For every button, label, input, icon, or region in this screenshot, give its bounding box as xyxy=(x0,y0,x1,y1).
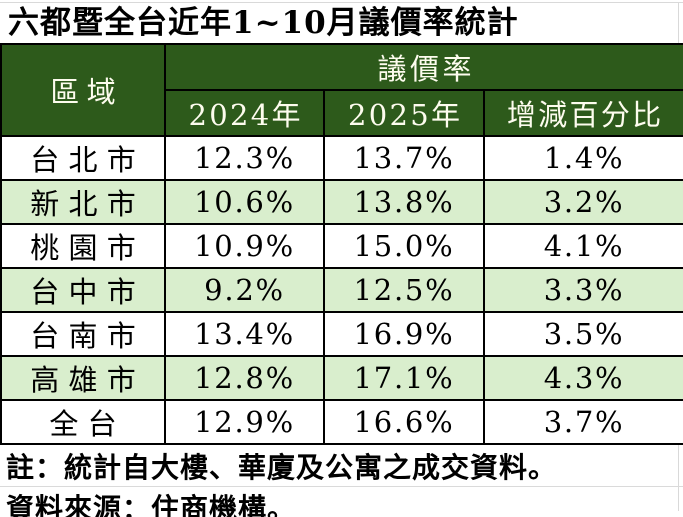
value-cell-2024: 10.9% xyxy=(164,223,325,269)
region-cell: 桃園市 xyxy=(0,223,166,269)
column-header-2025: 2025年 xyxy=(323,89,485,137)
table-row-taoyuan: 桃園市 10.9% 15.0% 4.1% xyxy=(0,223,683,269)
page-title: 六都暨全台近年1~10月議價率統計 xyxy=(8,5,519,41)
value-cell-2025: 13.7% xyxy=(323,135,485,181)
table-row-newtaipei: 新北市 10.6% 13.8% 3.2% xyxy=(0,179,683,225)
region-cell: 台北市 xyxy=(0,135,166,181)
table-row-kaohsiung: 高雄市 12.8% 17.1% 4.3% xyxy=(0,355,683,401)
value-cell-2025: 17.1% xyxy=(323,355,485,401)
value-cell-2024: 9.2% xyxy=(164,267,325,313)
value-cell-2024: 13.4% xyxy=(164,311,325,357)
column-header-diff: 增減百分比 xyxy=(482,89,683,137)
value-cell-diff: 1.4% xyxy=(482,135,683,181)
table-row-taipei: 台北市 12.3% 13.7% 1.4% xyxy=(0,135,683,181)
region-cell: 全台 xyxy=(0,399,166,445)
value-cell-2025: 12.5% xyxy=(323,267,485,313)
value-cell-diff: 4.3% xyxy=(482,355,683,401)
value-cell-diff: 3.2% xyxy=(482,179,683,225)
column-header-2024: 2024年 xyxy=(164,89,325,137)
header-row-years: 2024年 2025年 增減百分比 xyxy=(1,89,683,137)
value-cell-2025: 16.6% xyxy=(323,399,485,445)
rate-table: 區域 議價率 2024年 2025年 增減百分比 台北市 12.3% 13.7%… xyxy=(0,43,683,445)
value-cell-diff: 3.5% xyxy=(482,311,683,357)
footnote-data-scope: 註：統計自大樓、華廈及公寓之成交資料。 xyxy=(0,445,683,487)
header-row-group: 區域 議價率 xyxy=(0,43,683,137)
value-cell-2025: 13.8% xyxy=(323,179,485,225)
table-row-tainan: 台南市 13.4% 16.9% 3.5% xyxy=(0,311,683,357)
region-cell: 高雄市 xyxy=(0,355,166,401)
value-cell-2025: 16.9% xyxy=(323,311,485,357)
region-cell: 台中市 xyxy=(0,267,166,313)
value-cell-2025: 15.0% xyxy=(323,223,485,269)
region-cell: 新北市 xyxy=(0,179,166,225)
region-column-header: 區域 xyxy=(0,43,166,137)
value-cell-diff: 3.3% xyxy=(482,267,683,313)
value-cell-2024: 12.9% xyxy=(164,399,325,445)
rate-group-header: 議價率 xyxy=(163,43,683,91)
value-cell-diff: 3.7% xyxy=(482,399,683,445)
value-cell-diff: 4.1% xyxy=(482,223,683,269)
value-cell-2024: 10.6% xyxy=(164,179,325,225)
top-gridline xyxy=(0,2,683,3)
footnote-source: 資料來源：住商機構。 xyxy=(0,487,683,517)
value-cell-2024: 12.3% xyxy=(164,135,325,181)
region-cell: 台南市 xyxy=(0,311,166,357)
table-row-taiwan-total: 全台 12.9% 16.6% 3.7% xyxy=(0,399,683,445)
value-cell-2024: 12.8% xyxy=(164,355,325,401)
table-row-taichung: 台中市 9.2% 12.5% 3.3% xyxy=(0,267,683,313)
